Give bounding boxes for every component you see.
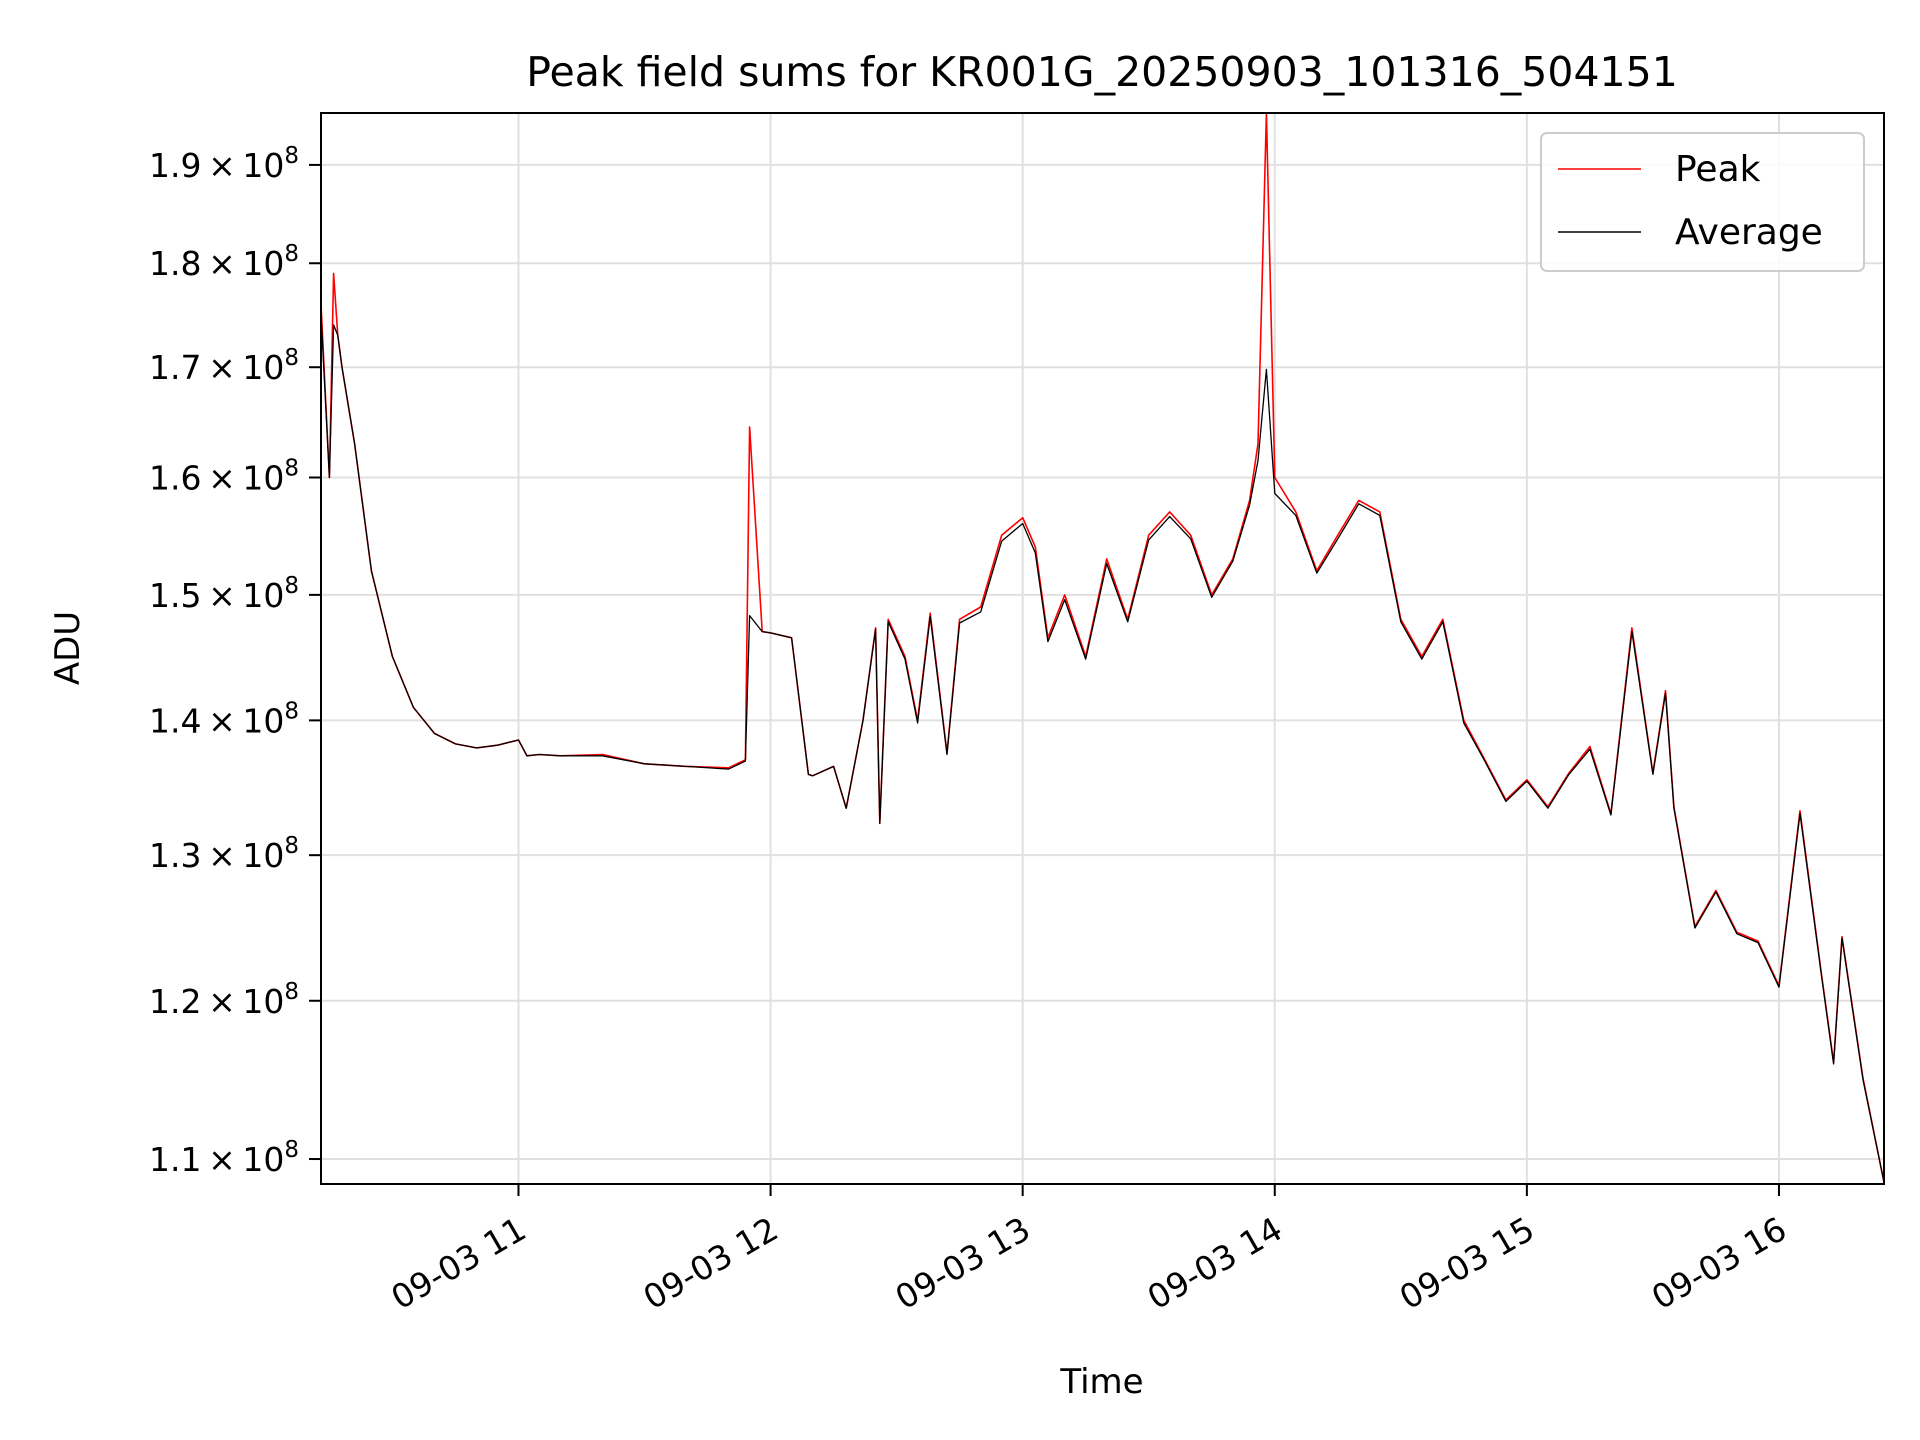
y-axis-ticks: 1.1 × 108 1.2 × 108 1.3 × 108 1.4 × 108 1.5 …: [149, 143, 321, 1179]
legend-box: [1540, 132, 1865, 272]
legend-average-label: Average: [1675, 212, 1823, 253]
y-tick-label: 1.5 × 108: [149, 573, 299, 615]
y-tick-label: 1.1 × 108: [149, 1137, 299, 1179]
chart-legend: Peak Average: [1540, 132, 1865, 272]
legend-peak-label: Peak: [1675, 149, 1761, 190]
y-tick-label: 1.4 × 108: [149, 698, 299, 740]
y-tick-label: 1.9 × 108: [149, 143, 299, 185]
x-axis-label: Time: [1059, 1362, 1143, 1402]
plot-frame: [320, 112, 1885, 1185]
y-axis-label: ADU: [48, 611, 88, 685]
y-tick-label: 1.2 × 108: [149, 979, 299, 1021]
data-series: [320, 112, 1885, 1183]
y-tick-label: 1.7 × 108: [149, 345, 299, 387]
y-tick-label: 1.8 × 108: [149, 241, 299, 283]
y-tick-label: 1.6 × 108: [149, 455, 299, 497]
chart-title: Peak field sums for KR001G_20250903_1013…: [526, 48, 1678, 96]
y-tick-label: 1.3 × 108: [149, 833, 299, 875]
grid-lines: [321, 113, 1884, 1184]
series-line-average: [320, 314, 1885, 1183]
